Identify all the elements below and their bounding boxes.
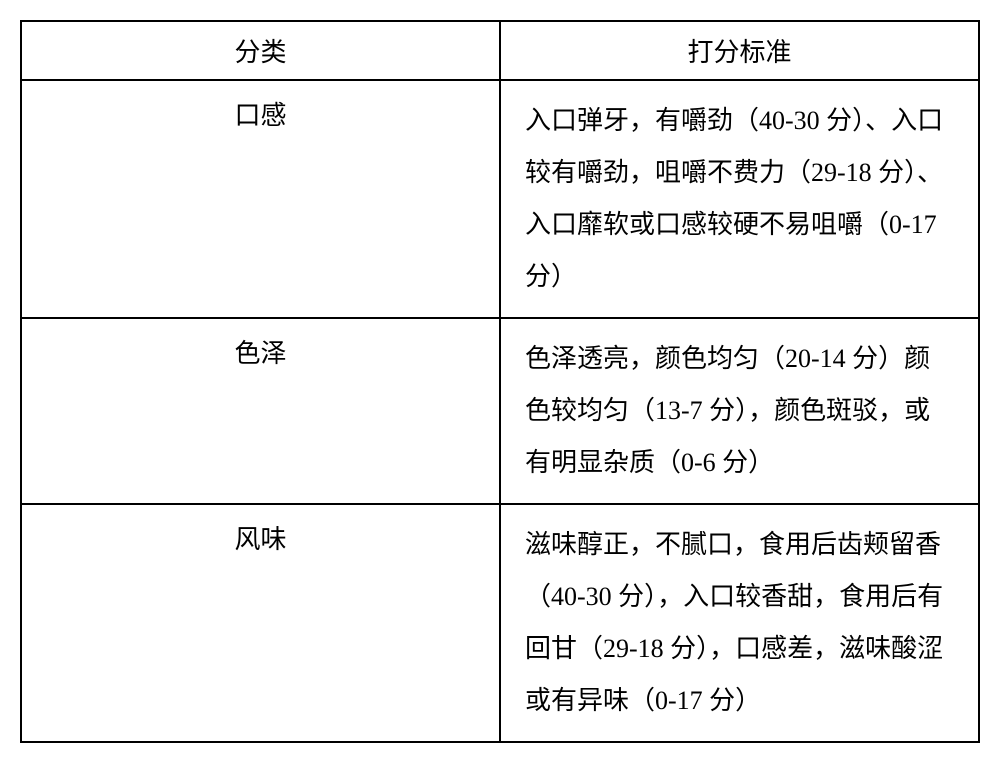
criteria-cell: 滋味醇正，不腻口，食用后齿颊留香（40-30 分），入口较香甜，食用后有回甘（2… <box>500 504 979 742</box>
table-row: 色泽 色泽透亮，颜色均匀（20-14 分）颜色较均匀（13-7 分），颜色斑驳，… <box>21 318 979 504</box>
scoring-criteria-table: 分类 打分标准 口感 入口弹牙，有嚼劲（40-30 分）、入口较有嚼劲，咀嚼不费… <box>20 20 980 743</box>
category-cell: 口感 <box>21 80 500 318</box>
criteria-cell: 色泽透亮，颜色均匀（20-14 分）颜色较均匀（13-7 分），颜色斑驳，或有明… <box>500 318 979 504</box>
header-criteria: 打分标准 <box>500 21 979 80</box>
table-row: 风味 滋味醇正，不腻口，食用后齿颊留香（40-30 分），入口较香甜，食用后有回… <box>21 504 979 742</box>
category-cell: 风味 <box>21 504 500 742</box>
header-category: 分类 <box>21 21 500 80</box>
table-row: 口感 入口弹牙，有嚼劲（40-30 分）、入口较有嚼劲，咀嚼不费力（29-18 … <box>21 80 979 318</box>
criteria-cell: 入口弹牙，有嚼劲（40-30 分）、入口较有嚼劲，咀嚼不费力（29-18 分）、… <box>500 80 979 318</box>
category-cell: 色泽 <box>21 318 500 504</box>
table-header-row: 分类 打分标准 <box>21 21 979 80</box>
